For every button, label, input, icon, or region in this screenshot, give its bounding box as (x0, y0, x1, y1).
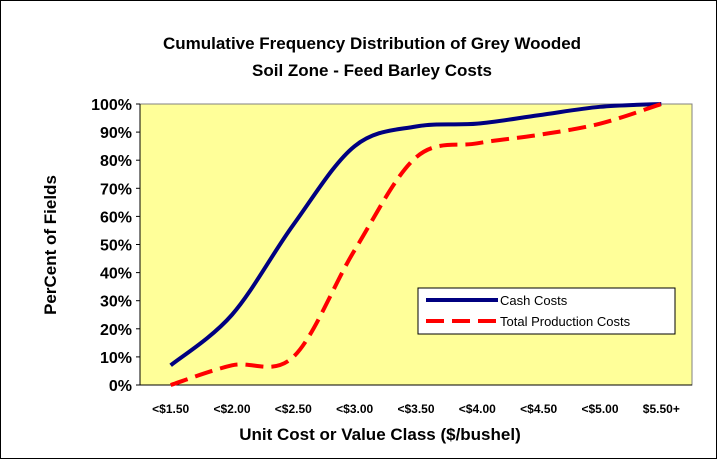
x-tick-label: <$5.00 (581, 402, 618, 416)
y-tick-label: 30% (100, 294, 132, 311)
y-tick-label: 60% (100, 209, 132, 226)
x-tick-label: <$4.00 (459, 402, 496, 416)
x-tick-label: <$2.00 (213, 402, 250, 416)
x-tick-label: <$3.50 (397, 402, 434, 416)
x-tick-label: <$3.00 (336, 402, 373, 416)
legend-label: Total Production Costs (500, 314, 631, 329)
y-tick-label: 10% (100, 350, 132, 367)
y-tick-label: 20% (100, 322, 132, 339)
y-tick-label: 0% (109, 378, 132, 395)
y-tick-label: 70% (100, 181, 132, 198)
x-tick-label: <$1.50 (152, 402, 189, 416)
y-tick-label: 100% (91, 97, 132, 114)
series-line (170, 102, 662, 387)
legend-label: Cash Costs (500, 293, 568, 308)
chart-title: Cumulative Frequency Distribution of Gre… (163, 34, 581, 53)
legend-box (417, 287, 676, 335)
y-axis-label: PerCent of Fields (41, 175, 60, 315)
y-tick-label: 90% (100, 125, 132, 142)
y-tick-label: 40% (100, 266, 132, 283)
x-axis-label: Unit Cost or Value Class ($/bushel) (239, 425, 521, 444)
x-tick-label: <$4.50 (520, 402, 557, 416)
x-tick-label: <$2.50 (275, 402, 312, 416)
legend: Cash Costs Total Production Costs (417, 287, 676, 335)
x-tick-label: $5.50+ (643, 402, 680, 416)
series-line (169, 102, 662, 367)
chart-subtitle: Soil Zone - Feed Barley Costs (252, 61, 492, 80)
y-tick-label: 80% (100, 153, 132, 170)
plot-area (139, 103, 693, 386)
y-tick-label: 50% (100, 238, 132, 255)
